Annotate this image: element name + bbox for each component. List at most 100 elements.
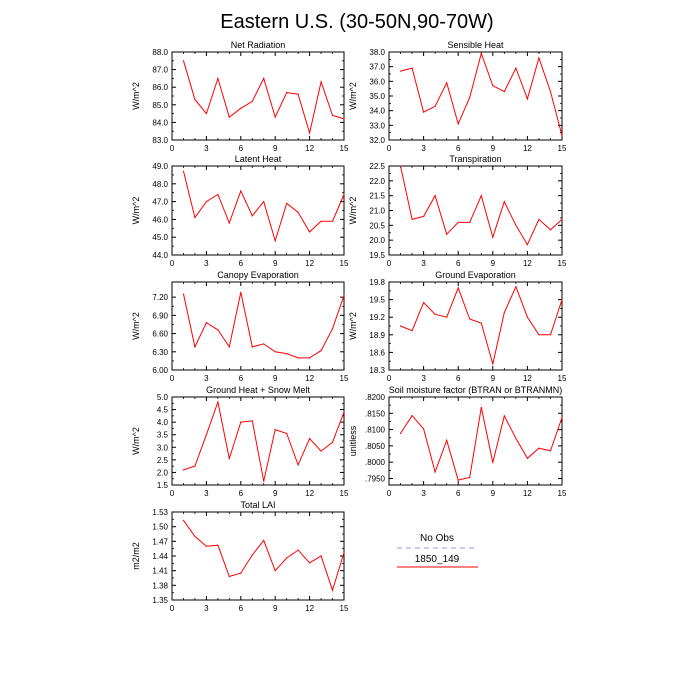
x-tick-label: 9 [273,604,278,613]
chart-soil-moisture-factor-btran-or-btranmn: Soil moisture factor (BTRAN or BTRANMN) u… [348,385,567,498]
series-line-1850-149 [400,165,563,246]
data-point [457,287,459,289]
data-point [411,67,413,69]
data-point [480,195,482,197]
y-tick-label: 1.41 [152,567,168,576]
data-point [331,441,334,443]
data-point [434,195,436,197]
x-tick-label: 15 [558,259,567,268]
data-point [538,447,540,449]
chart-title: Latent Heat [235,154,282,164]
data-point [469,476,471,479]
data-point [399,432,402,435]
y-tick-label: 4.0 [157,418,169,427]
x-tick-label: 3 [421,489,426,498]
data-point [205,113,207,115]
data-point [286,432,288,435]
x-tick-label: 3 [204,604,209,613]
data-point [538,218,540,220]
y-tick-label: 6.30 [152,348,168,357]
y-tick-label: 1.35 [152,596,168,605]
data-point [515,67,517,69]
y-tick-label: 1.38 [152,581,168,590]
x-tick-label: 6 [239,604,244,613]
y-tick-label: 44.0 [152,251,168,260]
y-tick-label: 18.9 [369,331,385,340]
data-point [538,334,540,336]
plot-frame [388,165,563,256]
data-point [297,464,299,466]
y-tick-label: 22.0 [369,177,385,186]
data-point [286,202,288,204]
data-point [526,98,529,100]
y-tick-label: 6.60 [152,330,168,339]
chart-ground-evaporation: Ground Evaporation W/m^2 0 3 6 9 12 15 18.3 18.6 1… [348,270,567,383]
chart-transpiration: Transpiration W/m^2 0 3 6 9 12 15 19.5 20.0 20.5 21… [348,154,567,268]
data-point [399,165,402,167]
data-point [205,322,207,324]
x-tick-label: 3 [204,489,209,498]
plot-frame [171,165,345,256]
data-point [538,57,540,59]
data-point [549,334,552,336]
data-point [515,437,517,439]
y-tick-label: 18.3 [369,366,385,375]
y-tick-label: 3.0 [157,443,169,452]
data-point [228,116,230,118]
data-point [194,465,196,467]
y-axis-label: W/m^2 [348,312,358,340]
y-tick-label: 37.0 [369,63,385,72]
data-point [549,91,552,93]
x-tick-label: 3 [204,144,209,153]
y-tick-label: .8050 [365,442,386,451]
x-tick-label: 15 [340,144,349,153]
data-point [320,555,322,557]
y-tick-label: 19.8 [369,278,385,287]
data-point [457,123,459,125]
data-point [240,421,242,423]
data-point [343,193,345,196]
plot-frame [388,396,563,486]
data-point [561,218,563,220]
x-tick-label: 15 [340,604,349,613]
data-point [182,60,185,62]
data-point [399,70,402,72]
y-tick-label: 19.2 [369,313,385,322]
data-point [194,346,196,348]
data-point [434,313,436,315]
data-point [274,429,276,431]
y-tick-label: .7950 [365,474,386,483]
chart-canopy-evaporation: Canopy Evaporation W/m^2 0 3 6 9 12 15 6.00 6.30 6… [131,270,349,383]
y-tick-label: .8150 [365,409,386,418]
data-point [343,118,345,120]
series-line-1850-149 [183,60,345,135]
y-tick-label: 18.6 [369,348,385,357]
series-line-1850-149 [400,51,563,136]
data-point [469,96,471,99]
data-point [286,91,288,94]
data-point [434,105,436,107]
data-point [320,81,322,83]
y-tick-label: 85.0 [152,101,168,110]
x-tick-label: 3 [421,144,426,153]
data-point [251,554,253,556]
data-point [526,316,529,318]
x-tick-label: 12 [523,144,532,153]
series-line-1850-149 [400,285,563,365]
x-tick-label: 15 [340,259,349,268]
data-point [240,107,242,109]
data-point [503,311,505,314]
data-point [217,544,219,546]
data-point [205,201,207,203]
data-point [309,437,311,440]
data-point [480,52,482,55]
y-tick-label: 6.90 [152,311,168,320]
chart-sensible-heat: Sensible Heat W/m^2 0 3 6 9 12 15 32.0 33.0 34.0 35… [348,40,567,153]
chart-title: Ground Evaporation [435,270,516,280]
y-tick-label: 88.0 [152,48,168,57]
y-tick-label: 6.00 [152,366,168,375]
data-point [515,286,517,288]
data-point [240,291,242,293]
data-point [446,439,448,441]
y-tick-label: 47.0 [152,198,168,207]
